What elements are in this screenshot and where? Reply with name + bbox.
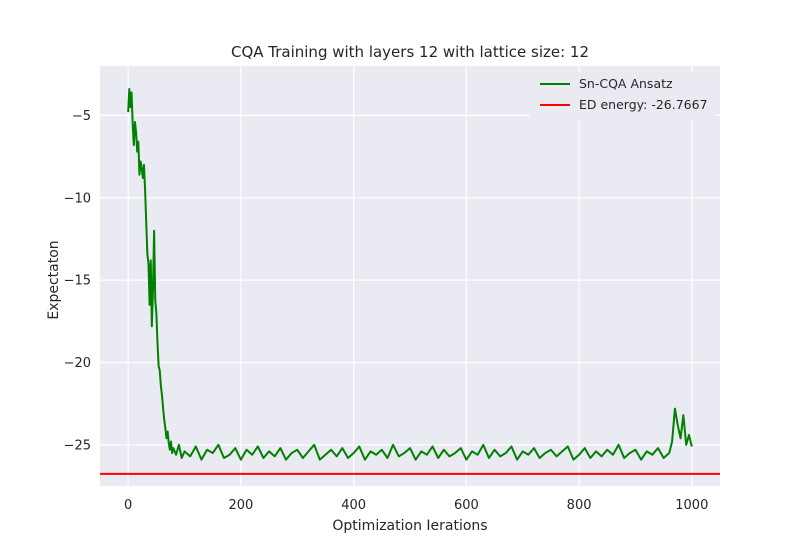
legend-box (530, 72, 715, 120)
y-tick-label: −15 (64, 274, 91, 289)
x-tick-label: 0 (124, 498, 132, 513)
x-tick-label: 600 (454, 498, 479, 513)
y-tick-label: −25 (64, 438, 91, 453)
chart-title: CQA Training with layers 12 with lattice… (231, 43, 589, 61)
x-tick-labels: 0 200 400 600 800 1000 (124, 498, 708, 513)
grid (100, 66, 720, 486)
y-axis-label: Expectaton (46, 240, 62, 319)
series-layer (100, 88, 720, 475)
x-tick-label: 400 (341, 498, 366, 513)
y-tick-label: −5 (72, 109, 91, 124)
legend-label-sn-cqa: Sn-CQA Ansatz (579, 76, 673, 91)
x-tick-label: 800 (567, 498, 592, 513)
series-line-sn-cqa-ansatz (127, 88, 693, 461)
y-tick-labels: −5 −10 −15 −20 −25 (64, 109, 91, 453)
plot-background (100, 66, 720, 486)
y-tick-label: −20 (64, 356, 91, 371)
legend-label-ed-energy: ED energy: -26.7667 (579, 97, 708, 112)
y-tick-label: −10 (64, 191, 91, 206)
legend: Sn-CQA Ansatz ED energy: -26.7667 (530, 72, 715, 120)
x-axis-label: Optimization Ierations (332, 518, 487, 534)
x-tick-label: 200 (228, 498, 253, 513)
x-tick-label: 1000 (675, 498, 708, 513)
